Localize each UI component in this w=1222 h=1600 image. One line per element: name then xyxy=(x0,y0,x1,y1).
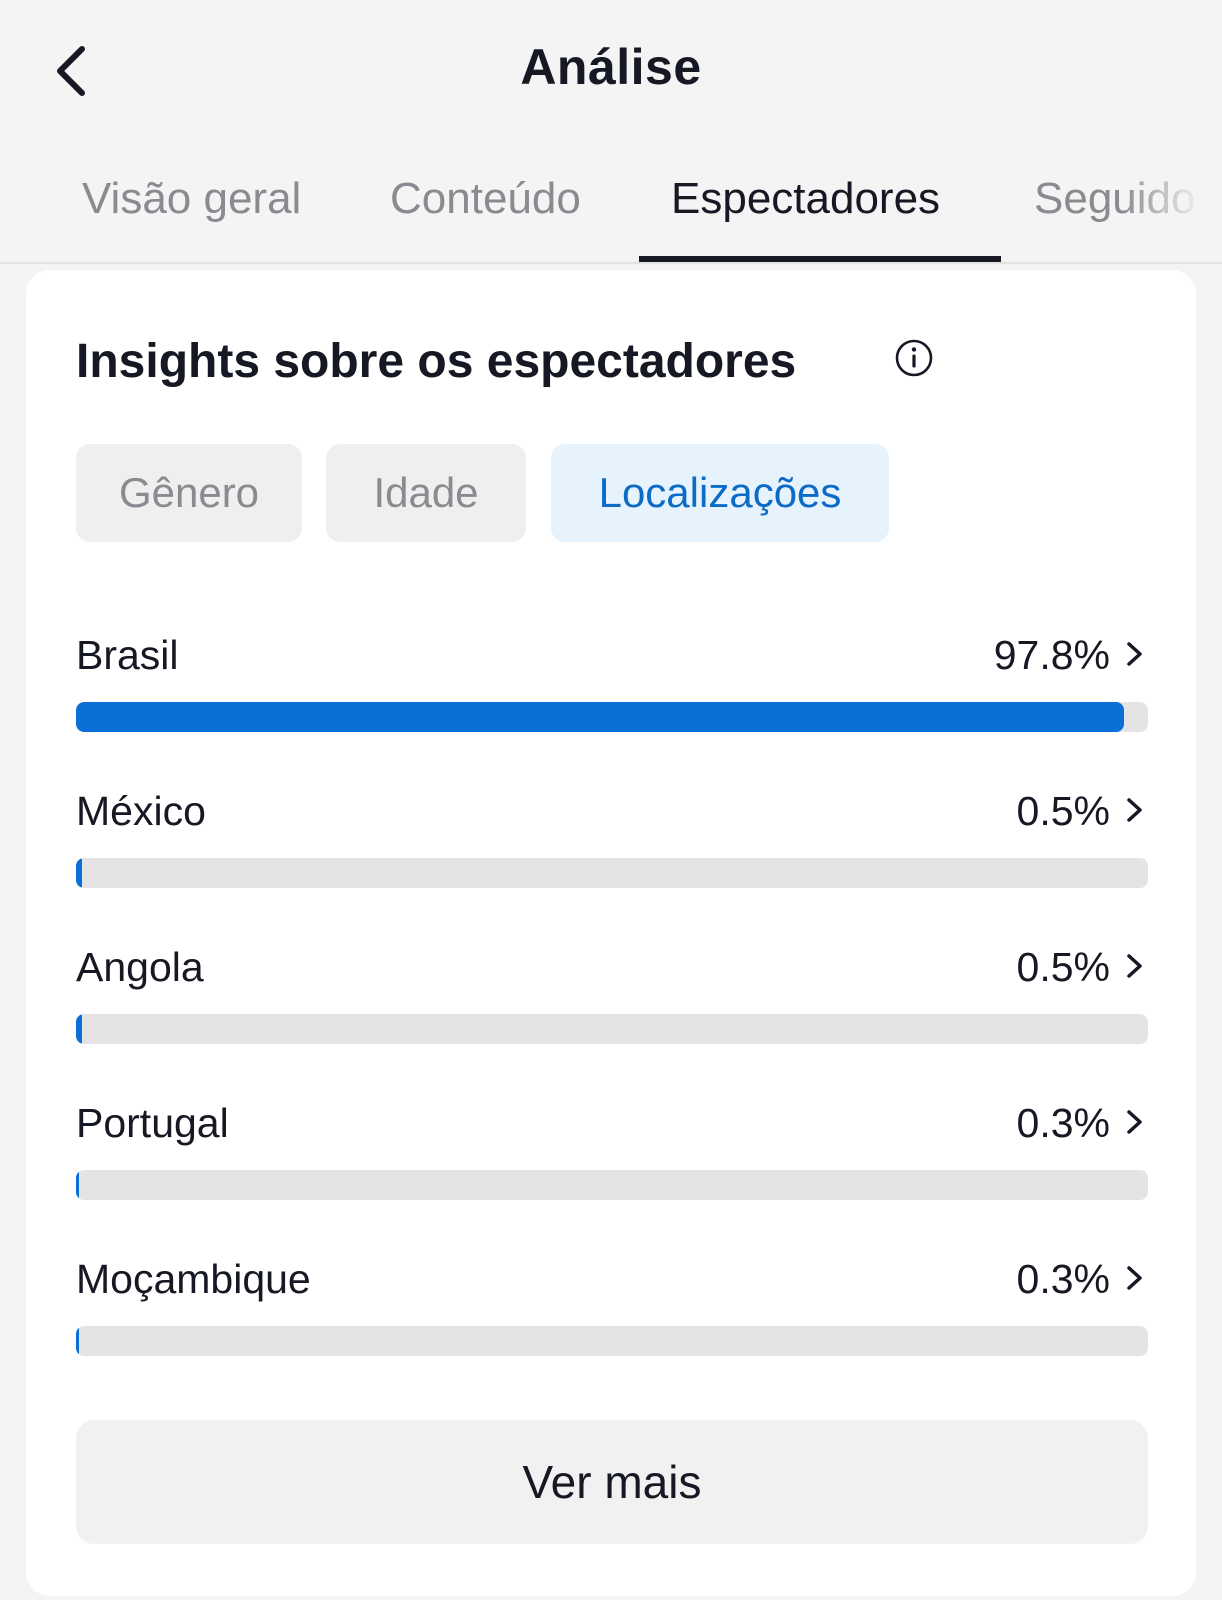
filter-gender[interactable]: Gênero xyxy=(76,444,302,542)
location-bar-fill xyxy=(76,702,1125,732)
filter-locations[interactable]: Localizações xyxy=(551,444,889,542)
see-more-button[interactable]: Ver mais xyxy=(76,1420,1148,1544)
chevron-right-icon[interactable] xyxy=(1122,946,1148,986)
chevron-right-icon[interactable] xyxy=(1122,634,1148,674)
location-name: México xyxy=(76,788,206,834)
card-title: Insights sobre os espectadores xyxy=(76,335,797,388)
chevron-right-icon[interactable] xyxy=(1122,790,1148,830)
location-name: Portugal xyxy=(76,1100,229,1146)
analytics-tabs: Visão geral Conteúdo Espectadores Seguid… xyxy=(0,140,1222,264)
location-name: Brasil xyxy=(76,632,179,678)
chevron-left-icon xyxy=(57,46,85,96)
location-bar-track xyxy=(76,1170,1148,1200)
chevron-right-icon[interactable] xyxy=(1122,1258,1148,1298)
tab-fade-overlay xyxy=(1122,140,1222,262)
location-bar-fill xyxy=(76,1326,80,1356)
tab-viewers[interactable]: Espectadores xyxy=(671,174,941,223)
location-bar-fill xyxy=(76,1170,80,1200)
chevron-right-icon[interactable] xyxy=(1122,1102,1148,1142)
location-bar-track xyxy=(76,1326,1148,1356)
page-title: Análise xyxy=(520,39,702,95)
location-bar-fill xyxy=(76,858,82,888)
top-bar: Análise xyxy=(0,0,1222,140)
location-name: Angola xyxy=(76,944,204,990)
location-bar-track xyxy=(76,858,1148,888)
location-bar-track xyxy=(76,702,1148,732)
location-percent: 0.3% xyxy=(1016,1100,1110,1146)
location-percent: 97.8% xyxy=(993,632,1110,678)
tab-content[interactable]: Conteúdo xyxy=(390,174,581,223)
info-icon[interactable] xyxy=(894,338,934,378)
tab-overview[interactable]: Visão geral xyxy=(82,174,302,223)
viewer-insights-card: Insights sobre os espectadores Gênero Id… xyxy=(26,270,1196,1596)
location-bar-track xyxy=(76,1014,1148,1044)
location-bar-fill xyxy=(76,1014,82,1044)
back-button[interactable] xyxy=(40,36,100,106)
filter-age[interactable]: Idade xyxy=(326,444,526,542)
location-name: Moçambique xyxy=(76,1256,311,1302)
active-tab-indicator xyxy=(639,256,1001,262)
location-percent: 0.5% xyxy=(1016,788,1110,834)
location-percent: 0.5% xyxy=(1016,944,1110,990)
location-percent: 0.3% xyxy=(1016,1256,1110,1302)
